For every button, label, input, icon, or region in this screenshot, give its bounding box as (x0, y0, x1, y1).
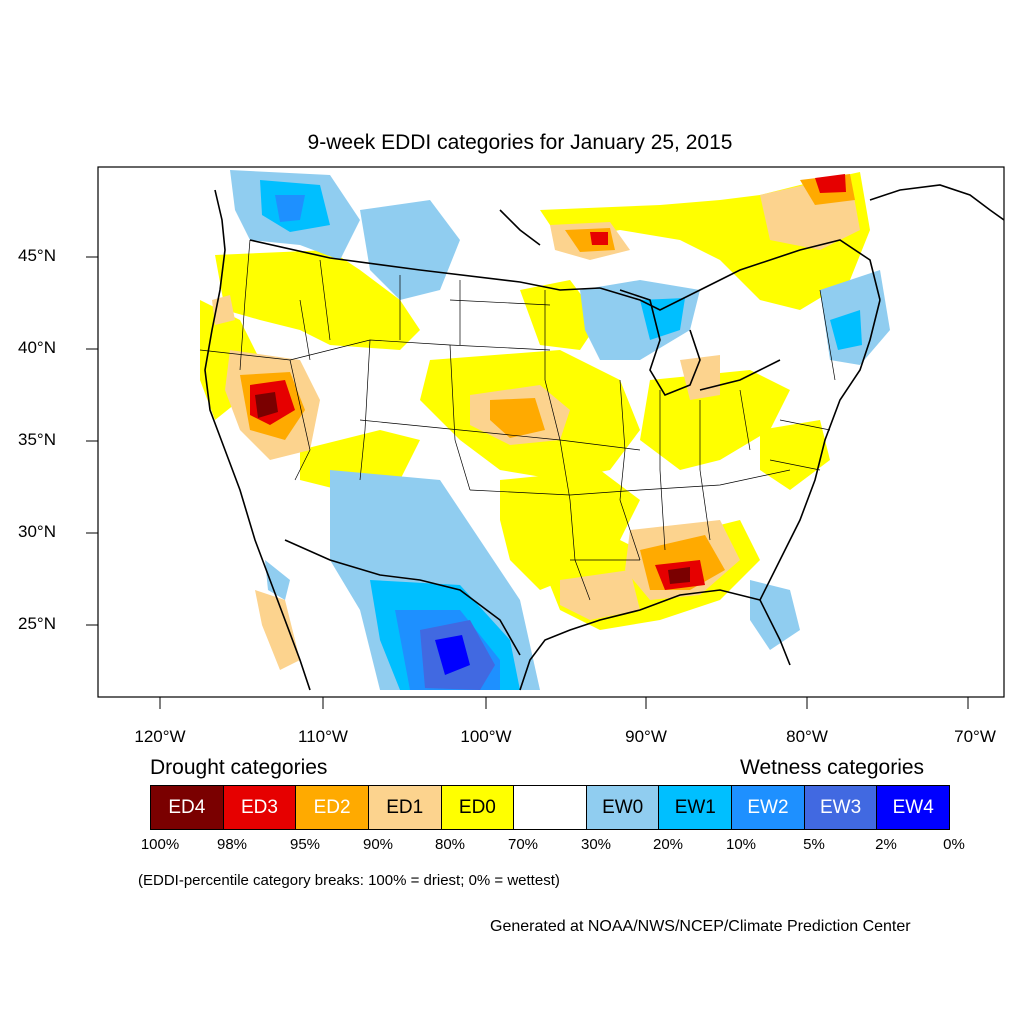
percentile-note: (EDDI-percentile category breaks: 100% =… (138, 872, 560, 889)
legend-label: EW0 (602, 796, 644, 818)
legend-label: ED4 (168, 796, 206, 818)
lon-label: 70°W (954, 727, 996, 746)
credit-line: Generated at NOAA/NWS/NCEP/Climate Predi… (490, 918, 911, 935)
legend-swatch-ed2: ED2 (296, 786, 369, 829)
break-label: 2% (875, 836, 897, 853)
axis-ticks (86, 256, 969, 709)
lat-label: 40°N (18, 338, 56, 357)
legend-swatch-neutral (514, 786, 587, 829)
legend-label: EW3 (819, 796, 862, 818)
map-title: 9-week EDDI categories for January 25, 2… (307, 131, 733, 154)
legend-swatch-ew0: EW0 (586, 786, 660, 829)
drought-heading: Drought categories (150, 756, 328, 779)
ed4-regions (255, 392, 690, 584)
legend-label: ED3 (240, 796, 278, 818)
break-label: 30% (580, 836, 612, 853)
legend-swatch-ed1: ED1 (368, 786, 442, 829)
lon-label: 110°W (298, 727, 348, 746)
lon-label: 100°W (460, 727, 512, 746)
map-frame (97, 166, 1005, 698)
lat-label: 25°N (18, 614, 56, 633)
break-label: 100% (140, 836, 180, 853)
lat-label: 35°N (18, 430, 56, 449)
category-legend: ED4 ED3 ED2 ED1 ED0 EW0 EW1 EW2 EW3 EW4 (150, 785, 950, 830)
legend-label: ED2 (313, 796, 351, 818)
legend-label: ED1 (386, 796, 424, 818)
legend-label: EW4 (892, 796, 934, 818)
break-label: 0% (943, 836, 965, 853)
boundaries (204, 184, 1004, 691)
break-label: 98% (216, 836, 248, 853)
break-label: 20% (652, 836, 684, 853)
legend-swatch-ew1: EW1 (659, 786, 733, 829)
legend-swatch-ed0: ED0 (441, 786, 515, 829)
break-label: 95% (289, 836, 321, 853)
break-label: 80% (434, 836, 466, 853)
legend-swatch-ew2: EW2 (732, 786, 805, 829)
break-label: 90% (362, 836, 394, 853)
lon-label: 80°W (786, 727, 828, 746)
lon-label: 90°W (625, 727, 667, 746)
legend-label: EW1 (674, 796, 716, 818)
legend-swatch-ed4: ED4 (151, 786, 224, 829)
legend-label: EW2 (747, 796, 789, 818)
wetness-heading: Wetness categories (740, 756, 925, 779)
break-label: 5% (803, 836, 825, 853)
lon-label: 120°W (134, 727, 186, 746)
legend-swatch-ew4: EW4 (877, 786, 950, 829)
break-label: 70% (507, 836, 539, 853)
legend-swatch-ed3: ED3 (223, 786, 297, 829)
legend-label: ED0 (458, 796, 496, 818)
lat-label: 45°N (18, 246, 56, 265)
legend-swatch-ew3: EW3 (804, 786, 878, 829)
break-label: 10% (725, 836, 757, 853)
state-lines (199, 239, 836, 601)
ew4-regions (435, 635, 470, 675)
lat-label: 30°N (18, 522, 56, 541)
